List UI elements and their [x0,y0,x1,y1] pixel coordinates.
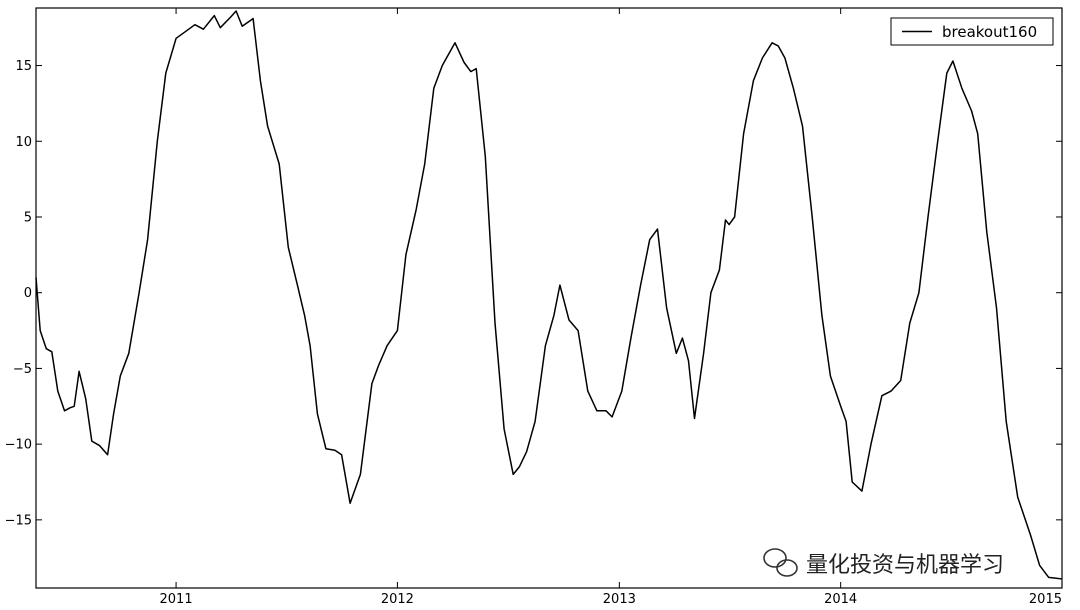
legend-box [890,17,1054,46]
legend-label: breakout160 [942,23,1037,41]
plot-frame [35,7,1063,589]
series-line-breakout160 [35,10,1062,580]
wechat-icon [763,548,798,577]
watermark-text: 量化投资与机器学习 [806,553,1004,578]
y-tick-label: 5 [24,210,32,225]
watermark: 量化投资与机器学习 [763,548,1004,578]
y-tick-label: −5 [13,362,32,377]
y-axis: 15 10 5 0 −5 −10 −15 [5,59,1062,528]
y-tick-label: −15 [5,513,32,528]
x-tick-label: 2015 [1029,592,1062,607]
y-tick-label: 15 [15,59,32,74]
y-tick-label: 10 [15,135,32,150]
x-tick-label: 2012 [381,592,414,607]
x-tick-label: 2014 [824,592,857,607]
plot-area [36,8,1062,588]
x-tick-label: 2013 [603,592,636,607]
y-tick-label: −10 [5,438,32,453]
legend: breakout160 [890,17,1054,46]
y-tick-label: 0 [24,286,32,301]
x-axis: 2011 2012 2013 2014 2015 [160,8,1063,607]
series-layer [35,10,1062,580]
x-tick-label: 2011 [160,592,193,607]
